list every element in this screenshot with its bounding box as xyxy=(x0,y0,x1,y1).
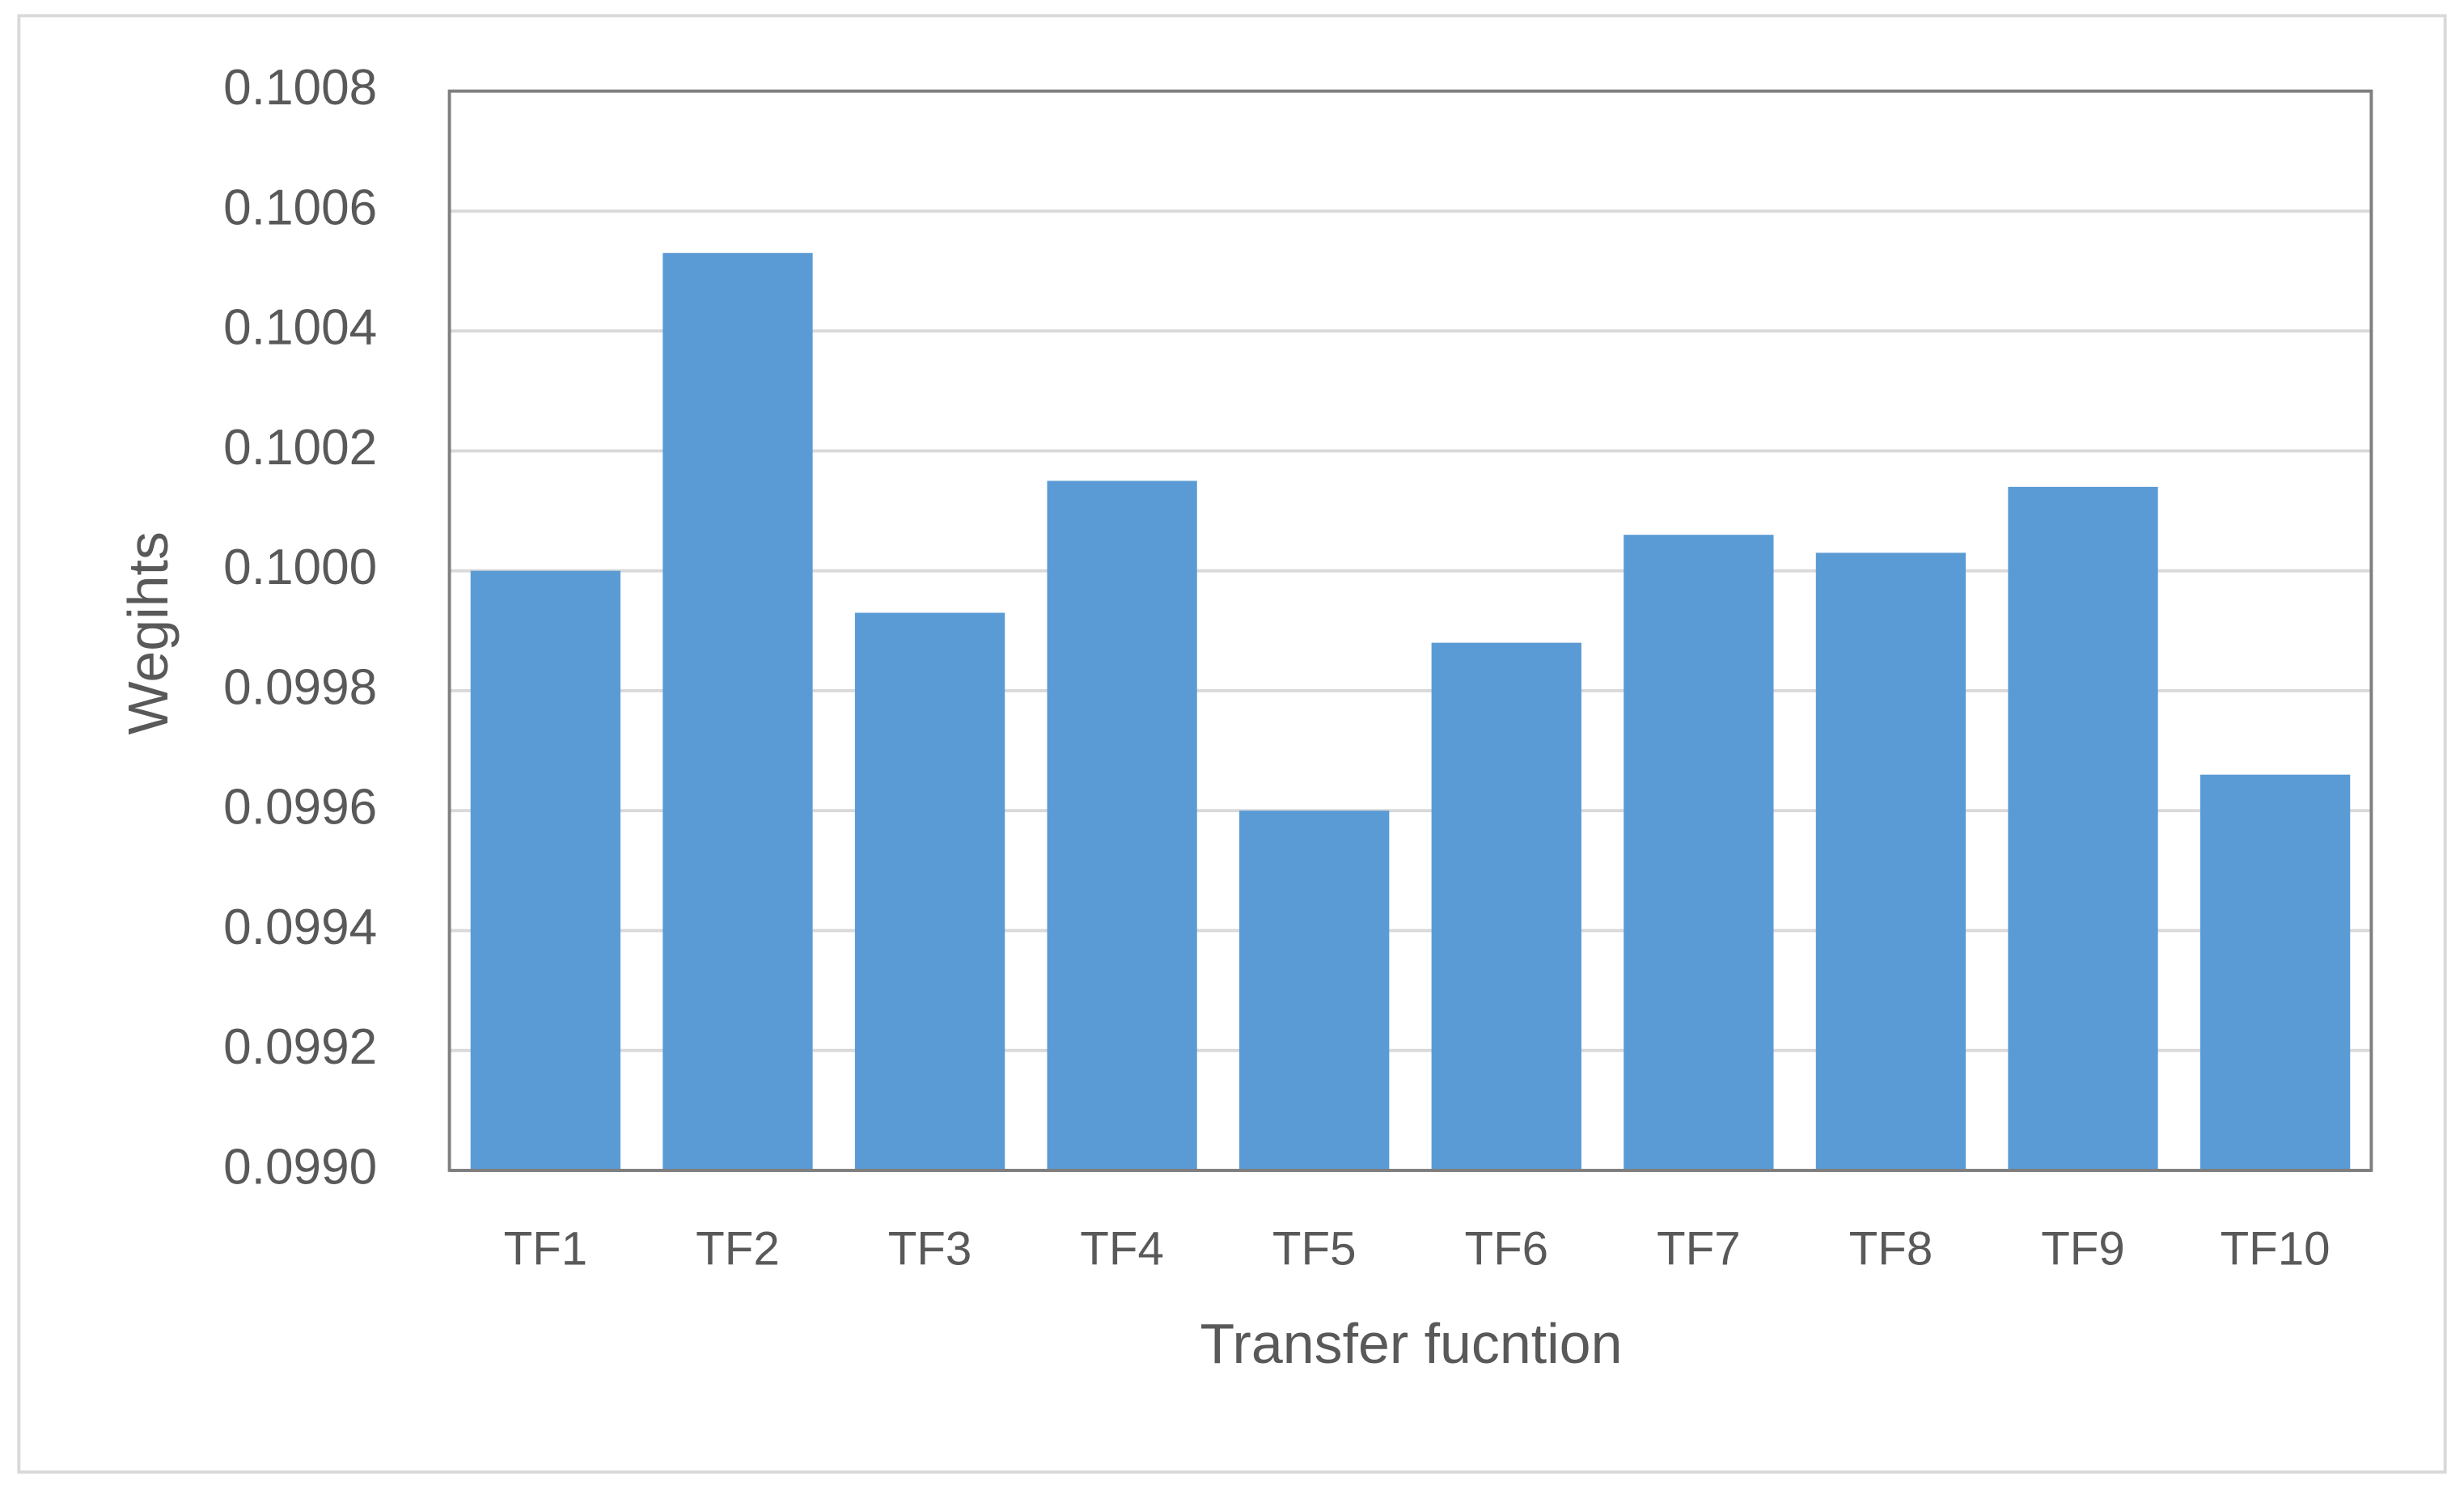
x-tick-label: TF2 xyxy=(696,1222,780,1275)
y-tick-label: 0.0996 xyxy=(223,780,377,836)
bar xyxy=(2008,486,2158,1170)
bar xyxy=(470,570,621,1170)
y-tick-label: 0.1000 xyxy=(223,540,377,595)
x-tick-label: TF4 xyxy=(1080,1222,1164,1275)
bar xyxy=(1815,552,1967,1170)
x-tick-label: TF3 xyxy=(888,1222,972,1275)
bar xyxy=(1431,642,1581,1170)
x-tick-label: TF10 xyxy=(2221,1222,2331,1275)
x-tick-label: TF6 xyxy=(1464,1222,1548,1275)
bar xyxy=(1624,535,1774,1170)
x-tick-label: TF8 xyxy=(1849,1222,1933,1275)
x-tick-label: TF1 xyxy=(504,1222,588,1275)
bar xyxy=(2199,774,2351,1170)
bar xyxy=(1047,480,1197,1170)
x-axis-title: Transfer fucntion xyxy=(1200,1312,1622,1375)
y-tick-label: 0.0992 xyxy=(223,1019,377,1075)
y-tick-label: 0.0998 xyxy=(223,659,377,715)
y-tick-label: 0.1006 xyxy=(223,180,377,235)
y-tick-label: 0.0994 xyxy=(223,899,377,955)
x-tick-label: TF5 xyxy=(1272,1222,1357,1275)
y-tick-label: 0.0990 xyxy=(223,1139,377,1195)
x-tick-label: TF9 xyxy=(2041,1222,2125,1275)
bar xyxy=(663,252,813,1170)
y-tick-label: 0.1008 xyxy=(223,60,377,116)
bar xyxy=(1239,810,1390,1170)
y-tick-label: 0.1004 xyxy=(223,300,377,356)
y-axis-title: Wegihts xyxy=(116,531,180,734)
x-tick-label: TF7 xyxy=(1657,1222,1741,1275)
y-tick-label: 0.1002 xyxy=(223,420,377,476)
bar xyxy=(854,612,1005,1170)
